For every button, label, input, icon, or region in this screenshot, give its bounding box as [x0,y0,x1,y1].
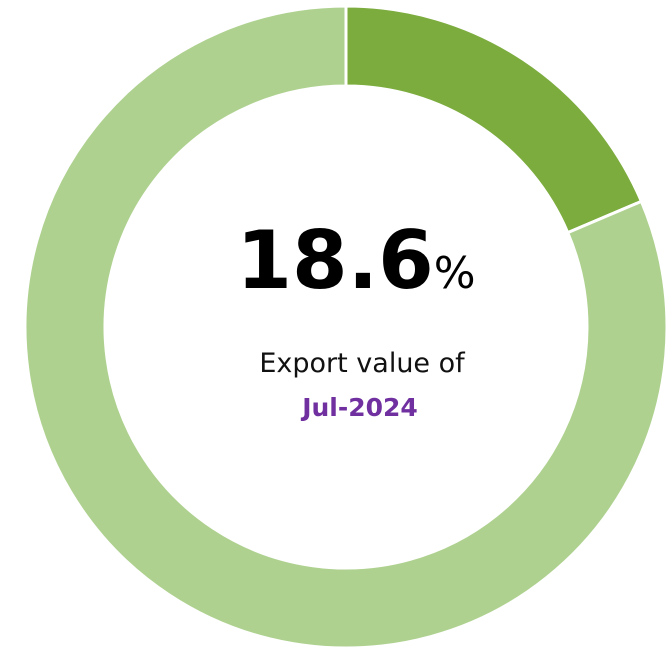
center-value: 18.6% [236,214,475,307]
subtitle: Export value of [259,348,466,379]
center-unit: % [434,248,476,299]
donut-segment [23,4,669,648]
period: Jul-2024 [300,393,418,422]
center-number: 18.6 [236,214,433,307]
donut-segment [344,4,644,235]
